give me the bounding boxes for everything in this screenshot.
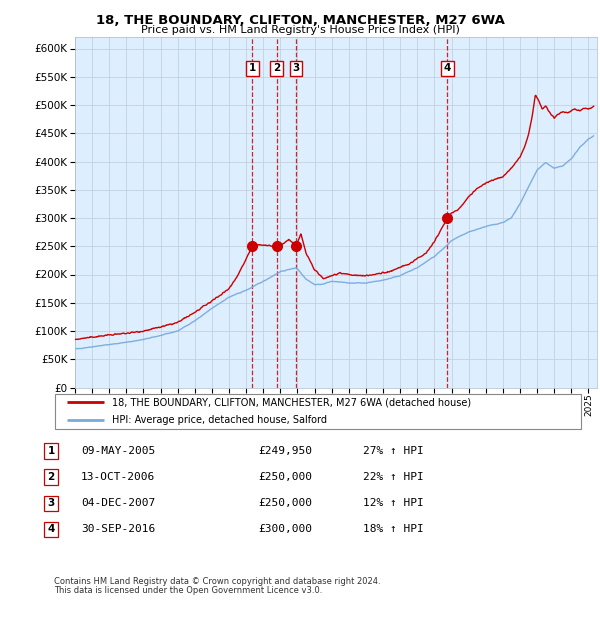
Text: 1: 1 xyxy=(248,63,256,73)
Text: 04-DEC-2007: 04-DEC-2007 xyxy=(81,498,155,508)
Text: 22% ↑ HPI: 22% ↑ HPI xyxy=(363,472,424,482)
Text: 3: 3 xyxy=(292,63,300,73)
Text: 12% ↑ HPI: 12% ↑ HPI xyxy=(363,498,424,508)
Text: This data is licensed under the Open Government Licence v3.0.: This data is licensed under the Open Gov… xyxy=(54,586,322,595)
Text: 18, THE BOUNDARY, CLIFTON, MANCHESTER, M27 6WA: 18, THE BOUNDARY, CLIFTON, MANCHESTER, M… xyxy=(95,14,505,27)
Text: 30-SEP-2016: 30-SEP-2016 xyxy=(81,525,155,534)
Text: 18% ↑ HPI: 18% ↑ HPI xyxy=(363,525,424,534)
Text: 2: 2 xyxy=(273,63,280,73)
Text: £250,000: £250,000 xyxy=(258,472,312,482)
FancyBboxPatch shape xyxy=(55,394,581,430)
Text: 09-MAY-2005: 09-MAY-2005 xyxy=(81,446,155,456)
Text: £249,950: £249,950 xyxy=(258,446,312,456)
Text: 4: 4 xyxy=(443,63,451,73)
Text: 4: 4 xyxy=(47,525,55,534)
Text: £250,000: £250,000 xyxy=(258,498,312,508)
Text: 1: 1 xyxy=(47,446,55,456)
Text: Price paid vs. HM Land Registry's House Price Index (HPI): Price paid vs. HM Land Registry's House … xyxy=(140,25,460,35)
Text: HPI: Average price, detached house, Salford: HPI: Average price, detached house, Salf… xyxy=(112,415,327,425)
Text: 27% ↑ HPI: 27% ↑ HPI xyxy=(363,446,424,456)
Text: 2: 2 xyxy=(47,472,55,482)
Text: 18, THE BOUNDARY, CLIFTON, MANCHESTER, M27 6WA (detached house): 18, THE BOUNDARY, CLIFTON, MANCHESTER, M… xyxy=(112,397,471,407)
Text: Contains HM Land Registry data © Crown copyright and database right 2024.: Contains HM Land Registry data © Crown c… xyxy=(54,577,380,586)
Text: 13-OCT-2006: 13-OCT-2006 xyxy=(81,472,155,482)
Text: 3: 3 xyxy=(47,498,55,508)
Text: £300,000: £300,000 xyxy=(258,525,312,534)
